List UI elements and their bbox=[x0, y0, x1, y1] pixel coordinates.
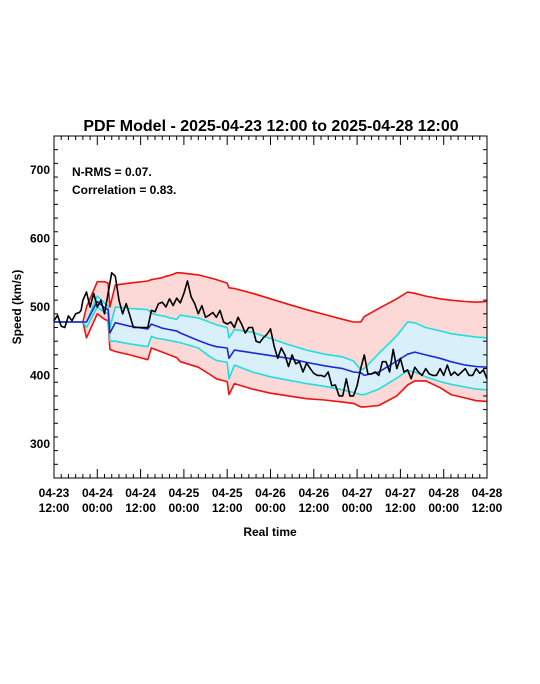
x-tick-label-date: 04-26 bbox=[298, 486, 329, 500]
x-tick-label-date: 04-27 bbox=[385, 486, 416, 500]
x-tick-label-date: 04-27 bbox=[342, 486, 373, 500]
axis-ticks bbox=[53, 135, 488, 479]
observed-line bbox=[53, 271, 488, 397]
x-tick-label-time: 12:00 bbox=[125, 501, 156, 515]
y-axis-label: Speed (km/s) bbox=[10, 270, 24, 345]
x-tick-label-time: 00:00 bbox=[342, 501, 373, 515]
nrms-annotation: N-RMS = 0.07. bbox=[72, 165, 152, 179]
x-tick-label-date: 04-26 bbox=[255, 486, 286, 500]
y-tick-label: 700 bbox=[30, 163, 50, 177]
plot-area bbox=[53, 271, 488, 408]
x-tick-label-time: 00:00 bbox=[82, 501, 113, 515]
y-tick-label: 600 bbox=[30, 232, 50, 246]
inner-band bbox=[54, 296, 487, 395]
x-tick-label-time: 00:00 bbox=[428, 501, 459, 515]
axis-tick-labels: 04-2312:0004-2400:0004-2412:0004-2500:00… bbox=[30, 163, 503, 515]
x-axis-label: Real time bbox=[243, 525, 297, 539]
outer-upper-line bbox=[54, 271, 488, 323]
series-lines bbox=[53, 271, 488, 408]
x-tick-label-time: 12:00 bbox=[298, 501, 329, 515]
inner-upper-line bbox=[54, 295, 488, 371]
x-tick-label-time: 00:00 bbox=[169, 501, 200, 515]
outer-lower-line bbox=[54, 312, 488, 408]
x-tick-label-time: 12:00 bbox=[212, 501, 243, 515]
confidence-bands bbox=[54, 272, 487, 407]
y-tick-label: 300 bbox=[30, 437, 50, 451]
x-tick-label-time: 12:00 bbox=[385, 501, 416, 515]
x-tick-label-date: 04-23 bbox=[39, 486, 70, 500]
x-tick-label-time: 00:00 bbox=[255, 501, 286, 515]
x-tick-label-date: 04-24 bbox=[125, 486, 156, 500]
correlation-annotation: Correlation = 0.83. bbox=[72, 183, 176, 197]
chart-title: PDF Model - 2025-04-23 12:00 to 2025-04-… bbox=[83, 118, 458, 135]
x-tick-label-time: 12:00 bbox=[472, 501, 503, 515]
x-tick-label-date: 04-25 bbox=[169, 486, 200, 500]
x-tick-label-date: 04-24 bbox=[82, 486, 113, 500]
x-tick-label-date: 04-25 bbox=[212, 486, 243, 500]
x-tick-label-date: 04-28 bbox=[472, 486, 503, 500]
y-tick-label: 500 bbox=[30, 300, 50, 314]
x-tick-label-time: 12:00 bbox=[39, 501, 70, 515]
y-tick-label: 400 bbox=[30, 368, 50, 382]
x-tick-label-date: 04-28 bbox=[428, 486, 459, 500]
